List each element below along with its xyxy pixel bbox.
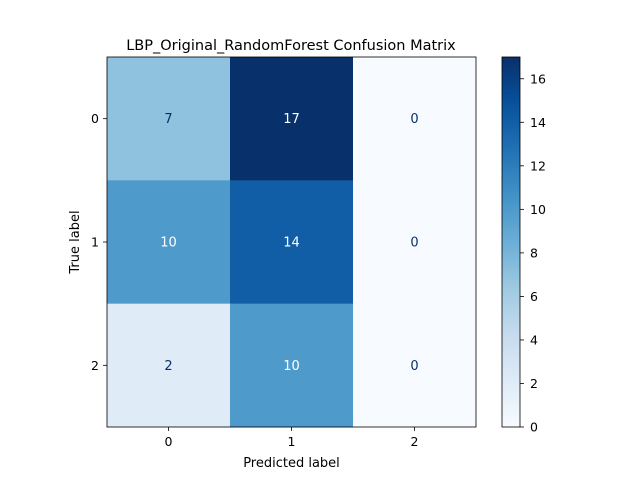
- colorbar-tick-label: 12: [530, 158, 546, 173]
- heatmap-cell-r0-c1: [230, 57, 354, 181]
- x-axis-label: Predicted label: [243, 456, 340, 471]
- y-axis-label: True label: [68, 210, 83, 274]
- cell-value-r0-c0: 7: [164, 112, 172, 127]
- x-axis-ticks: 0 1 2: [165, 427, 419, 449]
- cell-value-r2-c1: 10: [283, 359, 300, 374]
- heatmap-cell-r1-c0: [107, 180, 231, 305]
- colorbar-tick-label: 6: [530, 289, 538, 304]
- colorbar-tick-label: 0: [530, 420, 538, 435]
- colorbar-tick-label: 16: [530, 71, 546, 86]
- y-tick-label: 2: [91, 358, 99, 373]
- heatmap-cell-r0-c2: [353, 57, 477, 181]
- heatmap-cell-labels: 7 17 0 10 14 0 2 10 0: [160, 112, 418, 374]
- chart-title: LBP_Original_RandomForest Confusion Matr…: [126, 38, 456, 54]
- cell-value-r2-c2: 0: [410, 359, 418, 374]
- cell-value-r1-c1: 14: [283, 236, 300, 251]
- heatmap-cell-r2-c0: [107, 303, 231, 428]
- colorbar-tick-label: 8: [530, 245, 538, 260]
- heatmap-cell-r2-c2: [353, 303, 477, 428]
- x-tick-label: 0: [165, 434, 173, 449]
- cell-value-r2-c0: 2: [164, 359, 172, 374]
- colorbar: [501, 56, 521, 428]
- y-tick-label: 0: [91, 111, 99, 126]
- cell-value-r0-c2: 0: [410, 112, 418, 127]
- heatmap-cell-r0-c0: [107, 57, 231, 181]
- x-tick-label: 2: [411, 434, 419, 449]
- x-tick-label: 1: [288, 434, 296, 449]
- colorbar-ticks: 0 2 4 6 8 10 12 14 16: [520, 71, 546, 435]
- cell-value-r0-c1: 17: [283, 112, 300, 127]
- heatmap-cell-r1-c2: [353, 180, 477, 305]
- cell-value-r1-c0: 10: [160, 236, 177, 251]
- heatmap-cell-r1-c1: [230, 180, 354, 305]
- colorbar-tick-label: 14: [530, 115, 546, 130]
- y-axis-ticks: 0 1 2: [91, 111, 107, 373]
- colorbar-tick-label: 4: [530, 332, 538, 347]
- heatmap-cells: [107, 57, 477, 428]
- heatmap-cell-r2-c1: [230, 303, 354, 428]
- cell-value-r1-c2: 0: [410, 236, 418, 251]
- colorbar-tick-label: 10: [530, 202, 546, 217]
- y-tick-label: 1: [91, 235, 99, 250]
- colorbar-tick-label: 2: [530, 376, 538, 391]
